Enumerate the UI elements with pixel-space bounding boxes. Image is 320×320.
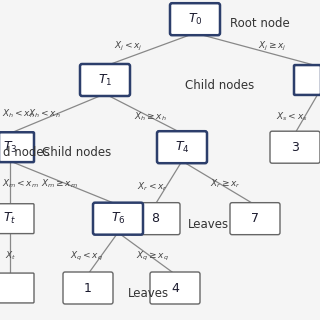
Text: $T_3$: $T_3$ — [3, 140, 17, 155]
FancyBboxPatch shape — [80, 64, 130, 96]
FancyBboxPatch shape — [63, 272, 113, 304]
Text: $T_4$: $T_4$ — [175, 140, 189, 155]
Text: $T_0$: $T_0$ — [188, 12, 202, 27]
Text: Leaves: Leaves — [188, 218, 229, 230]
Text: Leaves: Leaves — [128, 287, 169, 300]
Text: 7: 7 — [251, 212, 259, 225]
FancyBboxPatch shape — [170, 3, 220, 35]
FancyBboxPatch shape — [93, 203, 143, 235]
Text: 8: 8 — [151, 212, 159, 225]
FancyBboxPatch shape — [270, 131, 320, 163]
Text: $X_s < x_s$: $X_s < x_s$ — [276, 110, 308, 123]
Text: $X_q < x_q$: $X_q < x_q$ — [69, 250, 102, 262]
FancyBboxPatch shape — [157, 131, 207, 163]
FancyBboxPatch shape — [0, 204, 34, 234]
Text: $X_t$: $X_t$ — [5, 250, 16, 262]
Text: 1: 1 — [84, 282, 92, 294]
Text: $X_j \geq x_j$: $X_j \geq x_j$ — [258, 40, 286, 53]
Text: d nodes: d nodes — [3, 146, 50, 159]
Text: $X_q \geq x_q$: $X_q \geq x_q$ — [135, 250, 169, 262]
Text: $T_6$: $T_6$ — [111, 211, 125, 226]
Text: $X_r < x_r$: $X_r < x_r$ — [137, 180, 167, 193]
Text: 4: 4 — [171, 282, 179, 294]
Text: $X_h \geq x_h$: $X_h \geq x_h$ — [134, 110, 166, 123]
FancyBboxPatch shape — [0, 132, 34, 162]
FancyBboxPatch shape — [0, 273, 34, 303]
Text: 3: 3 — [291, 141, 299, 154]
Text: $X_h < x_h$: $X_h < x_h$ — [2, 108, 35, 120]
FancyBboxPatch shape — [150, 272, 200, 304]
FancyBboxPatch shape — [294, 65, 320, 95]
Text: Root node: Root node — [230, 17, 290, 30]
FancyBboxPatch shape — [130, 203, 180, 235]
Text: $X_h < x_h$: $X_h < x_h$ — [28, 108, 61, 120]
FancyBboxPatch shape — [230, 203, 280, 235]
Text: $X_r \geq x_r$: $X_r \geq x_r$ — [210, 177, 240, 190]
Text: Child nodes: Child nodes — [185, 79, 254, 92]
Text: Child nodes: Child nodes — [42, 146, 111, 159]
Text: $X_m < x_m$: $X_m < x_m$ — [2, 177, 39, 190]
Text: $X_m \geq x_m$: $X_m \geq x_m$ — [42, 177, 78, 190]
Text: $T_t$: $T_t$ — [3, 211, 17, 226]
Text: $X_j < x_j$: $X_j < x_j$ — [114, 40, 142, 53]
Text: $T_1$: $T_1$ — [98, 72, 112, 88]
